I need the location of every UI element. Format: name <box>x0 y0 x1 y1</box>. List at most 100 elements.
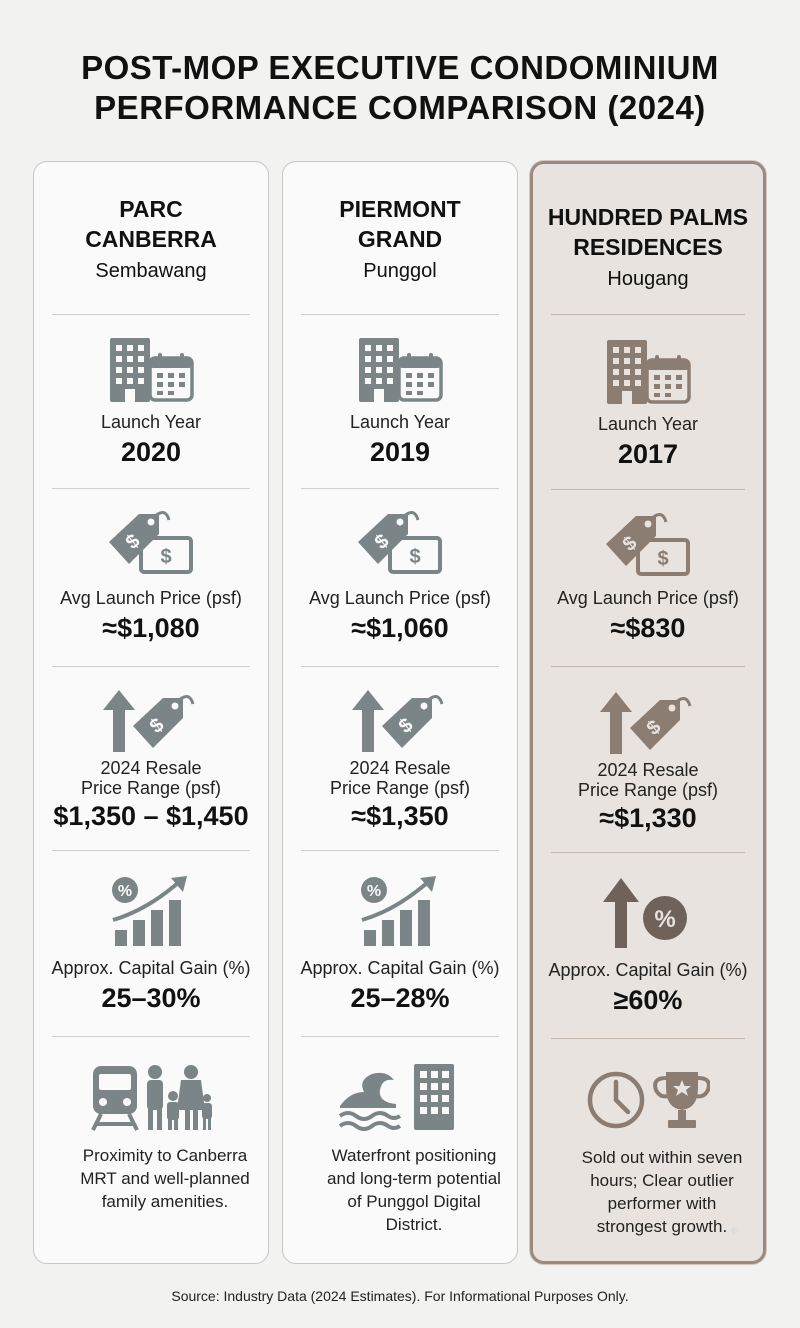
svg-text:$: $ <box>657 548 668 570</box>
price-tag-cash-icon: $ $ <box>533 510 763 580</box>
price-tag-cash-icon: $ $ <box>283 508 517 578</box>
capital-gain-label: Approx. Capital Gain (%) <box>300 958 500 978</box>
divider <box>52 1036 250 1037</box>
note-line: Proximity to Canberra <box>82 1146 248 1165</box>
capital-gain-block: Approx. Capital Gain (%) 25–28% <box>283 958 517 1014</box>
train-family-icon <box>34 1062 268 1132</box>
highlight-note: Waterfront positioning and long-term pot… <box>283 1144 545 1236</box>
note-line: Waterfront positioning <box>331 1146 497 1165</box>
resale-label-line-2: Price Range (psf) <box>80 778 222 798</box>
ec-name-line-1: PIERMONT <box>339 196 461 222</box>
arrow-up-price-tag-icon: $ <box>533 692 763 754</box>
wave-building-icon <box>283 1062 517 1132</box>
column-parc-canberra: PARC CANBERRA Sembawang <box>33 161 269 1264</box>
divider <box>52 314 250 315</box>
note-line: of Punggol Digital <box>347 1192 481 1211</box>
note-line: and long-term potential <box>327 1169 501 1188</box>
divider <box>551 314 745 315</box>
ec-name-line-2: CANBERRA <box>85 226 217 252</box>
divider <box>551 666 745 667</box>
divider <box>301 850 499 851</box>
capital-gain-value: 25–28% <box>350 983 450 1013</box>
svg-text:%: % <box>654 906 675 933</box>
resale-price-value: $1,350 – $1,450 <box>53 801 249 831</box>
avg-launch-price-value: ≈$1,080 <box>102 613 200 643</box>
resale-label-line-1: 2024 Resale <box>100 758 202 778</box>
building-calendar-icon <box>533 336 763 404</box>
resale-label-line-2: Price Range (psf) <box>577 780 719 800</box>
divider <box>52 488 250 489</box>
resale-label-line-1: 2024 Resale <box>349 758 451 778</box>
title-line-2: PERFORMANCE COMPARISON (2024) <box>94 89 706 126</box>
column-hundred-palms-residences: HUNDRED PALMS RESIDENCES Hougang L <box>530 161 766 1264</box>
arrow-up-price-tag-icon: $ <box>34 690 268 752</box>
highlight-note: Sold out within seven hours; Clear outli… <box>533 1146 791 1238</box>
ec-name-line-2: GRAND <box>357 226 443 252</box>
divider <box>551 1038 745 1039</box>
building-calendar-icon <box>283 334 517 402</box>
ec-name-line-2: RESIDENCES <box>573 234 723 260</box>
resale-label-line-2: Price Range (psf) <box>329 778 471 798</box>
resale-price-value: ≈$1,350 <box>351 801 449 831</box>
capital-gain-block: Approx. Capital Gain (%) 25–30% <box>34 958 268 1014</box>
divider <box>52 850 250 851</box>
column-piermont-grand: PIERMONT GRAND Punggol Launch Year <box>282 161 518 1264</box>
page-title: POST-MOP EXECUTIVE CONDOMINIUM PERFORMAN… <box>0 48 800 128</box>
column-header: HUNDRED PALMS RESIDENCES Hougang <box>533 202 763 291</box>
note-line: Sold out within seven <box>581 1148 743 1167</box>
capital-gain-value: 25–30% <box>101 983 201 1013</box>
column-header: PARC CANBERRA Sembawang <box>34 194 268 283</box>
capital-gain-label: Approx. Capital Gain (%) <box>51 958 251 978</box>
resale-price-value: ≈$1,330 <box>599 803 697 833</box>
ec-location: Sembawang <box>95 260 207 282</box>
ec-name-line-1: PARC <box>119 196 183 222</box>
svg-text:%: % <box>367 883 381 900</box>
avg-launch-price-value: ≈$830 <box>610 613 686 643</box>
resale-price-block: 2024 Resale Price Range (psf) $1,350 – $… <box>34 758 268 832</box>
launch-year-label: Launch Year <box>349 412 451 432</box>
sparkle-icon: ✦ <box>727 1223 741 1240</box>
launch-year-value: 2020 <box>120 437 182 467</box>
launch-year-label: Launch Year <box>597 414 699 434</box>
resale-price-block: 2024 Resale Price Range (psf) ≈$1,350 <box>283 758 517 832</box>
avg-launch-price-label: Avg Launch Price (psf) <box>557 588 739 608</box>
note-line: family amenities. <box>101 1192 229 1211</box>
resale-label-line-1: 2024 Resale <box>597 760 699 780</box>
capital-gain-label: Approx. Capital Gain (%) <box>548 960 748 980</box>
resale-price-block: 2024 Resale Price Range (psf) ≈$1,330 <box>533 760 763 834</box>
ec-name-line-1: HUNDRED PALMS <box>547 204 749 230</box>
note-line: strongest growth. <box>596 1217 728 1236</box>
note-line: MRT and well-planned <box>80 1169 250 1188</box>
launch-year-block: Launch Year 2017 <box>533 414 763 470</box>
clock-trophy-icon <box>533 1066 763 1132</box>
svg-text:%: % <box>118 883 132 900</box>
title-line-1: POST-MOP EXECUTIVE CONDOMINIUM <box>81 49 719 86</box>
price-tag-cash-icon: $ $ <box>34 508 268 578</box>
percent-growth-chart-icon: % <box>283 874 517 946</box>
ec-location: Punggol <box>363 260 437 282</box>
launch-year-label: Launch Year <box>100 412 202 432</box>
divider <box>301 666 499 667</box>
capital-gain-block: Approx. Capital Gain (%) ≥60% <box>533 960 763 1016</box>
avg-launch-price-value: ≈$1,060 <box>351 613 449 643</box>
avg-launch-price-label: Avg Launch Price (psf) <box>309 588 491 608</box>
launch-year-block: Launch Year 2019 <box>283 412 517 468</box>
launch-year-block: Launch Year 2020 <box>34 412 268 468</box>
building-calendar-icon <box>34 334 268 402</box>
avg-launch-price-label: Avg Launch Price (psf) <box>60 588 242 608</box>
capital-gain-value: ≥60% <box>613 985 683 1015</box>
avg-launch-price-block: Avg Launch Price (psf) ≈$830 <box>533 588 763 644</box>
launch-year-value: 2019 <box>369 437 431 467</box>
note-line: performer with <box>607 1194 717 1213</box>
percent-growth-chart-icon: % <box>34 874 268 946</box>
divider <box>551 489 745 490</box>
divider <box>551 852 745 853</box>
source-note: Source: Industry Data (2024 Estimates). … <box>171 1288 629 1304</box>
column-header: PIERMONT GRAND Punggol <box>283 194 517 283</box>
divider <box>301 1036 499 1037</box>
divider <box>301 488 499 489</box>
divider <box>52 666 250 667</box>
highlight-note: Proximity to Canberra MRT and well-plann… <box>34 1144 296 1213</box>
note-line: hours; Clear outlier <box>590 1171 734 1190</box>
svg-text:$: $ <box>409 546 420 568</box>
